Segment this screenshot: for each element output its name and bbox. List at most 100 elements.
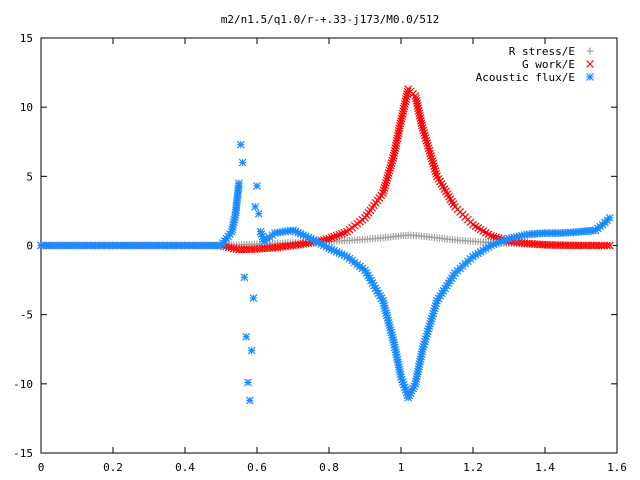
y-tick-label: -10 (13, 378, 33, 391)
data-point (427, 154, 436, 163)
data-point (242, 332, 251, 341)
x-tick-label: 1.4 (535, 461, 555, 474)
x-tick-label: 0.6 (247, 461, 267, 474)
x-tick-label: 1.6 (607, 461, 627, 474)
data-point (414, 106, 423, 115)
data-point (413, 101, 422, 110)
data-point (389, 154, 398, 162)
data-point (397, 114, 406, 123)
data-point (416, 114, 425, 123)
data-point (240, 273, 249, 282)
series-acoustic-flux-e (37, 140, 614, 405)
data-point (403, 90, 412, 99)
data-point (330, 232, 339, 241)
legend-marker (586, 47, 594, 55)
data-point (413, 99, 421, 108)
data-point (487, 231, 495, 240)
data-point (417, 116, 425, 125)
data-point (428, 157, 437, 165)
legend-label: G work/E (522, 58, 575, 71)
data-point (422, 136, 431, 145)
data-point (421, 134, 430, 143)
data-point (424, 144, 433, 153)
data-point (397, 117, 405, 125)
legend-label: Acoustic flux/E (476, 71, 575, 84)
data-point (384, 171, 392, 180)
data-point (244, 378, 252, 387)
x-tick-label: 0.8 (319, 461, 339, 474)
data-point (420, 131, 429, 140)
data-point (402, 92, 411, 101)
data-point (383, 174, 392, 182)
data-point (387, 159, 396, 167)
data-point (340, 228, 349, 237)
legend-marker (586, 60, 594, 68)
data-point (412, 94, 420, 103)
data-point (254, 209, 263, 218)
data-point (381, 181, 390, 190)
legend-label: R stress/E (509, 45, 575, 58)
data-point (379, 189, 387, 197)
data-point (430, 164, 439, 173)
data-point (388, 156, 397, 165)
data-point (379, 186, 388, 195)
chart-title: m2/n1.5/q1.0/r-+.33-j173/M0.0/512 (221, 13, 440, 26)
data-point (423, 139, 432, 148)
x-tick-label: 0.2 (103, 461, 123, 474)
data-point (327, 233, 336, 242)
data-point (420, 129, 429, 137)
data-point (385, 166, 394, 175)
data-point (405, 391, 414, 400)
data-point (401, 97, 410, 106)
data-point (400, 99, 409, 108)
data-point (335, 230, 344, 239)
data-point (411, 92, 420, 101)
data-point (414, 104, 423, 113)
y-tick-label: 15 (20, 32, 33, 45)
y-tick-label: -15 (13, 447, 33, 460)
x-tick-label: 0.4 (175, 461, 195, 474)
data-point (417, 119, 426, 127)
data-point (382, 176, 391, 185)
data-point (325, 234, 333, 243)
data-point (426, 149, 435, 158)
legend-marker (586, 73, 594, 81)
data-point (441, 284, 450, 293)
data-point (605, 213, 614, 222)
data-point (238, 158, 247, 167)
data-point (402, 95, 410, 103)
data-point (253, 182, 261, 190)
data-point (398, 109, 407, 118)
tick-labels: 0 0.2 0.4 0.6 0.8 1 1.2 1.4 1.6 -15 -10 -5 0 5 10 15 (13, 32, 627, 474)
data-point (381, 179, 390, 187)
data-point (399, 104, 408, 113)
data-point (429, 159, 438, 168)
y-tick-label: 10 (20, 101, 33, 114)
data-point (427, 152, 435, 160)
y-tick-label: 0 (26, 240, 33, 253)
data-point (432, 169, 441, 178)
series-layer (37, 85, 614, 405)
data-point (236, 140, 245, 149)
data-point (605, 241, 614, 250)
data-point (245, 396, 254, 405)
data-point (337, 229, 346, 238)
x-tick-label: 1.2 (463, 461, 483, 474)
data-point (418, 121, 426, 130)
x-tick-label: 0 (38, 461, 45, 474)
data-point (332, 231, 341, 240)
data-point (603, 241, 612, 250)
data-point (412, 97, 421, 105)
data-point (419, 126, 428, 135)
data-point (398, 112, 407, 121)
data-point (386, 164, 395, 172)
data-point (415, 109, 424, 118)
y-tick-label: 5 (26, 170, 33, 183)
data-point (247, 346, 256, 355)
data-point (415, 111, 424, 120)
data-point (384, 169, 393, 177)
x-tick-label: 1 (398, 461, 405, 474)
data-point (425, 146, 434, 155)
